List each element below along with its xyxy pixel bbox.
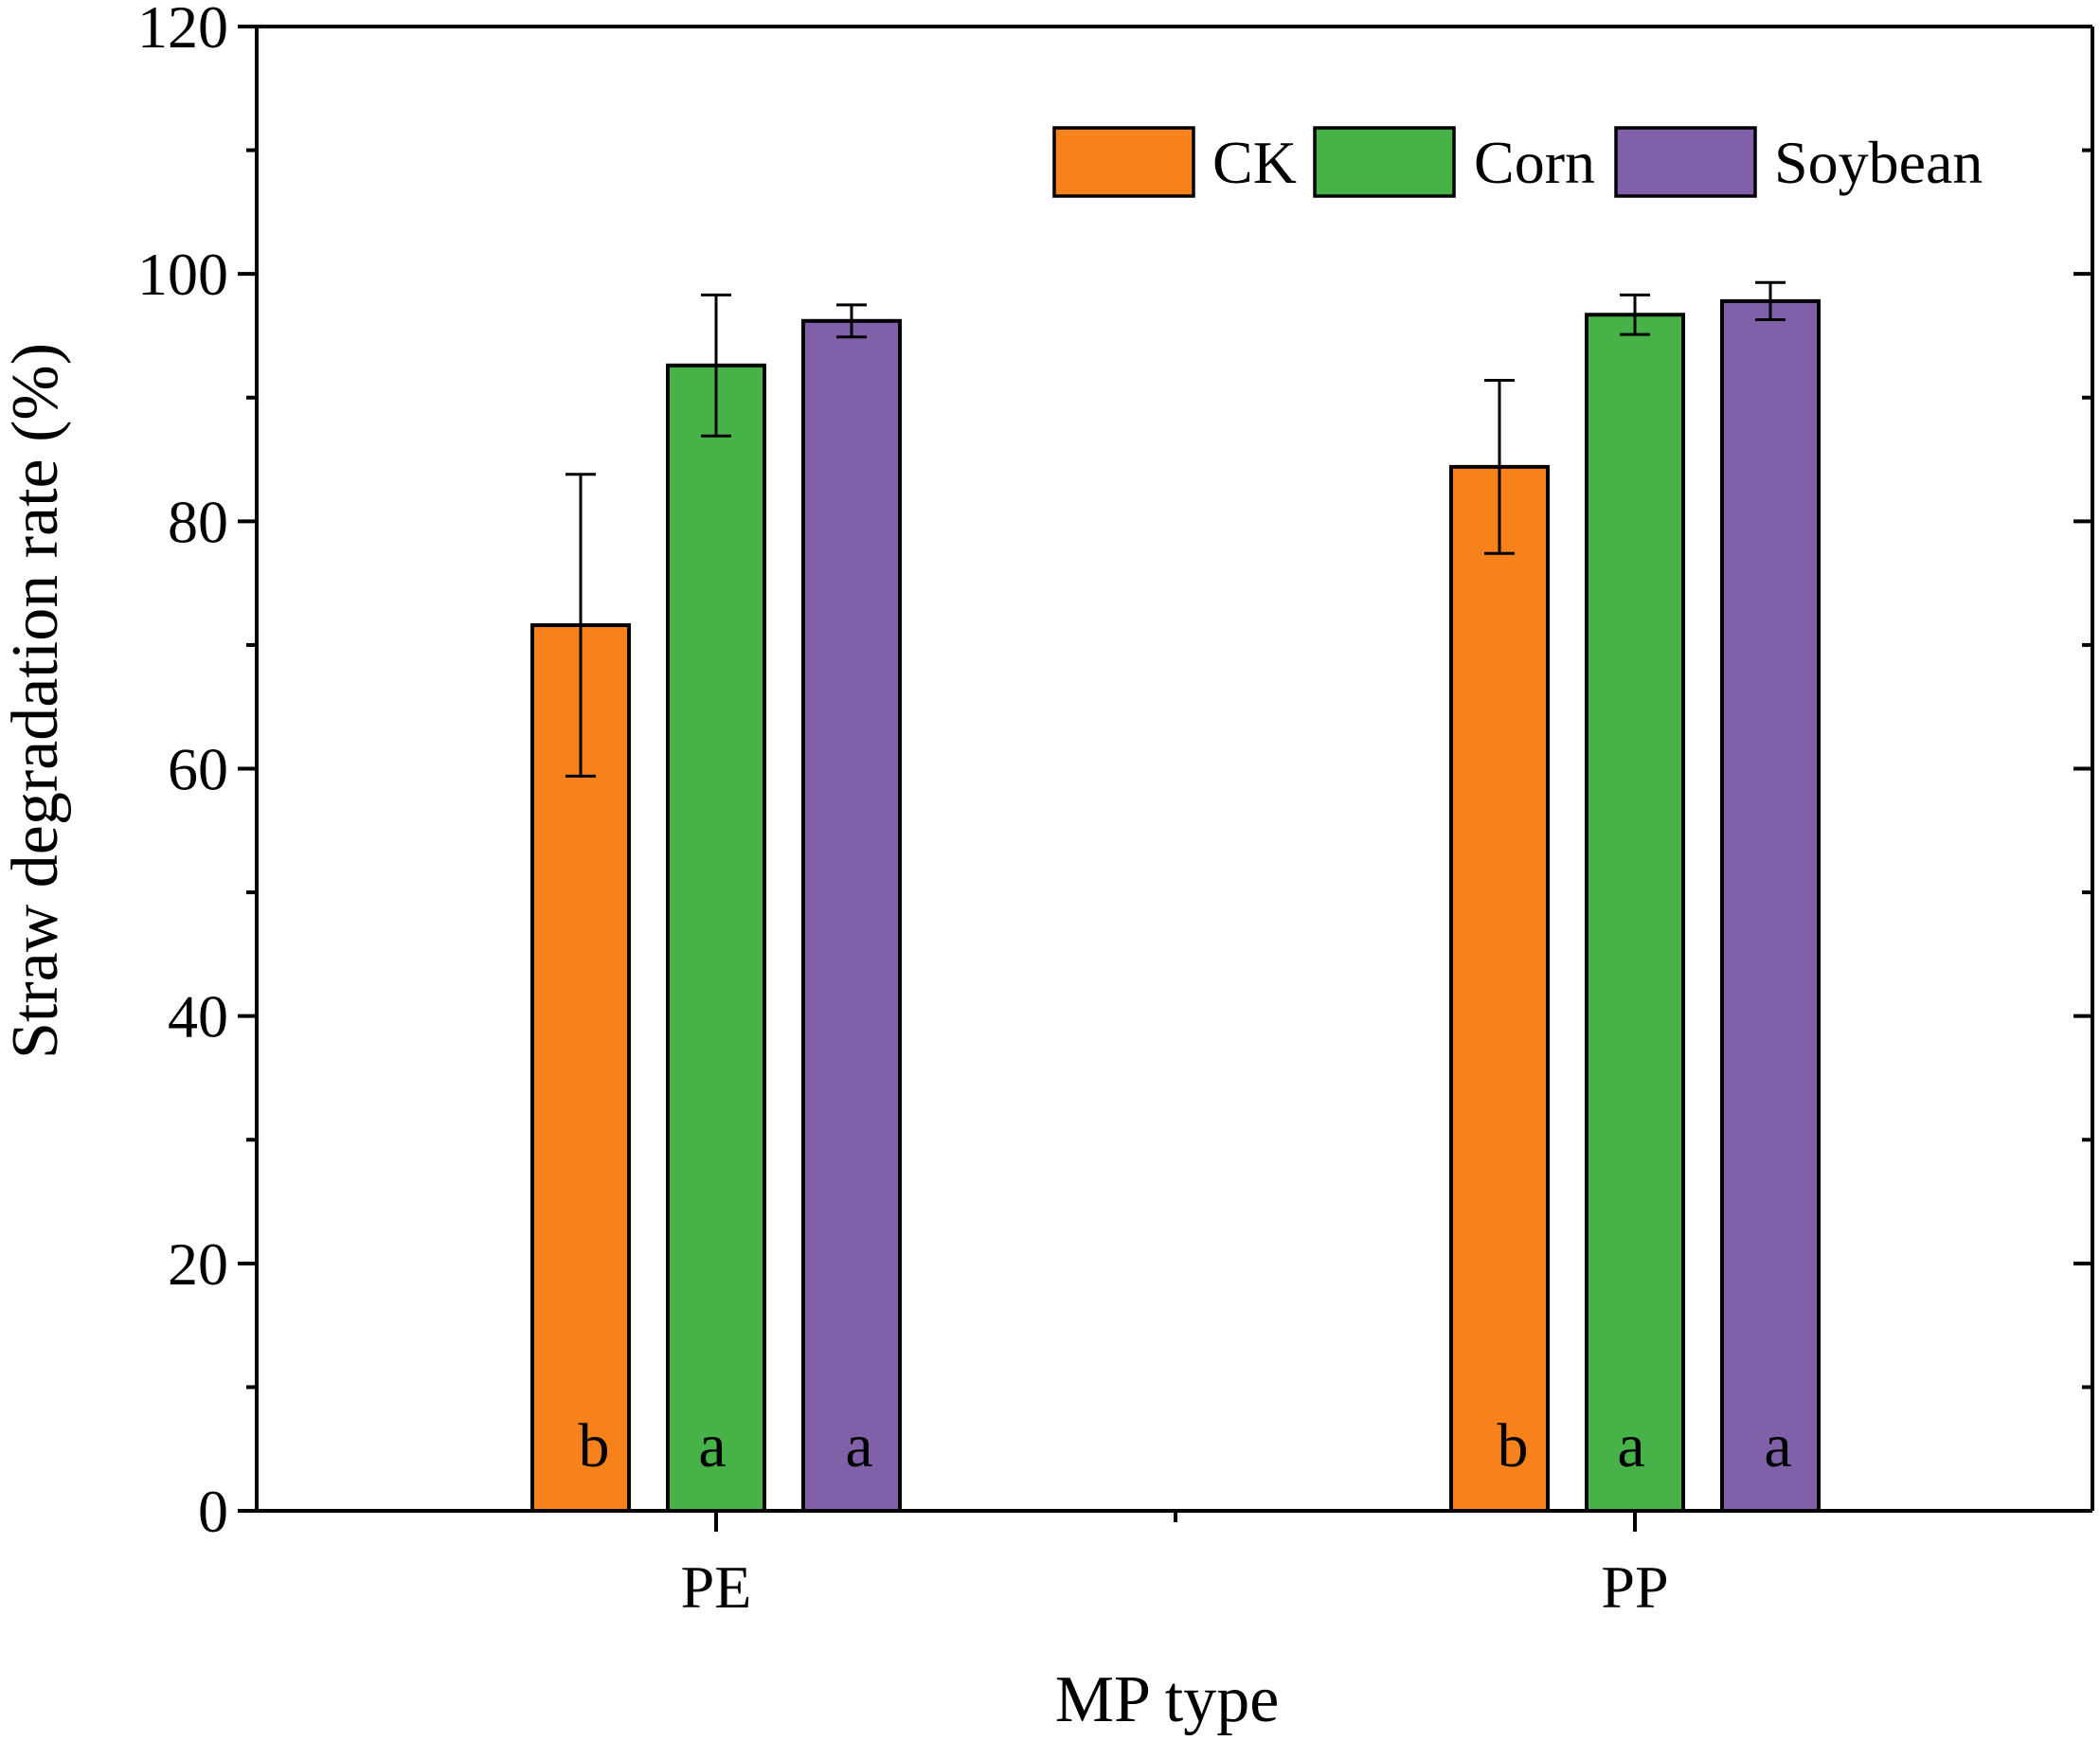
y-tick-label: 100	[137, 241, 228, 308]
bar-corn-pp	[1585, 313, 1685, 1513]
y-tick-label: 0	[198, 1478, 228, 1545]
bars-layer	[530, 298, 1821, 1513]
x-axis-title: MP type	[1055, 1663, 1280, 1736]
x-tick-label: PE	[681, 1553, 752, 1621]
significance-letter: b	[1498, 1411, 1529, 1481]
legend-label-corn: Corn	[1474, 129, 1595, 196]
legend-label-soybean: Soybean	[1774, 129, 1983, 196]
y-tick-label: 80	[168, 488, 228, 555]
y-tick-label: 60	[168, 736, 228, 803]
y-tick-label: 40	[168, 983, 228, 1050]
significance-letter: a	[845, 1411, 872, 1481]
legend-label-ck: CK	[1212, 129, 1297, 196]
significance-letter: a	[1617, 1411, 1644, 1481]
legend-swatch-ck	[1052, 126, 1195, 198]
bar-soybean-pe	[801, 318, 902, 1513]
x-tick-label: PP	[1601, 1553, 1668, 1621]
legend: CK Corn Soybean	[1052, 126, 1983, 198]
significance-letters-layer: b ba aa a	[579, 1411, 1792, 1481]
legend-swatch-soybean	[1614, 126, 1757, 198]
ticks-layer: 0 20 40 60 80 100 120 PE PP	[137, 0, 2092, 1621]
significance-letter: a	[1764, 1411, 1791, 1481]
legend-swatch-corn	[1313, 126, 1456, 198]
y-tick-label: 20	[168, 1230, 228, 1298]
significance-letter: b	[579, 1411, 610, 1481]
y-tick-label: 120	[137, 0, 228, 61]
y-axis-title: Straw degradation rate (%)	[0, 343, 72, 1059]
significance-letter: a	[698, 1411, 726, 1481]
error-bars-layer	[565, 280, 1786, 778]
bar-soybean-pp	[1720, 298, 1821, 1513]
bar-corn-pe	[666, 363, 766, 1513]
bar-ck-pp	[1449, 464, 1550, 1513]
